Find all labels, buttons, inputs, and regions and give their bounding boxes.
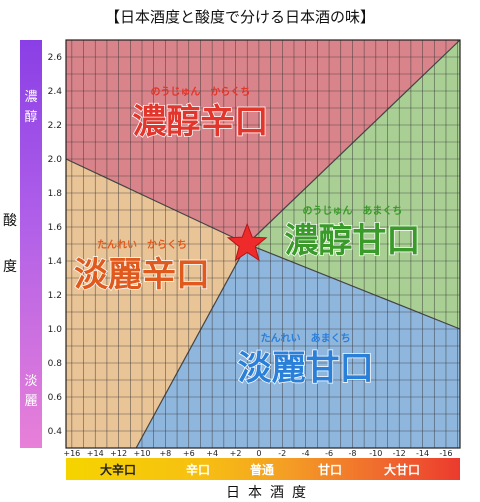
y-tick-label: 0.4 bbox=[48, 427, 63, 437]
y-axis-label-char-2: 度 bbox=[3, 259, 17, 275]
x-tick-label: -6 bbox=[325, 449, 333, 458]
region-2-label: 濃醇甘口 bbox=[284, 221, 420, 261]
x-tick-label: 0 bbox=[256, 449, 261, 458]
x-tick-label: -4 bbox=[302, 449, 310, 458]
scale-label-dry: 辛口 bbox=[186, 463, 211, 477]
region-3-fill bbox=[66, 159, 248, 448]
y-tick-label: 1.0 bbox=[48, 325, 63, 335]
y-tick-label: 0.6 bbox=[48, 393, 63, 403]
x-tick-label: -10 bbox=[369, 449, 382, 458]
x-tick-label: -14 bbox=[416, 449, 429, 458]
y-tick-label: 2.2 bbox=[48, 121, 62, 131]
scale-label-sweet: 甘口 bbox=[318, 463, 343, 477]
plot-frame bbox=[65, 39, 461, 449]
divider-upper-left bbox=[65, 158, 248, 245]
x-tick-label: +14 bbox=[87, 449, 104, 458]
x-tick-label: +12 bbox=[110, 449, 127, 458]
y-tick-label: 0.8 bbox=[48, 359, 63, 369]
y-axis-label-char-1: 酸 bbox=[3, 213, 17, 229]
region-4-ruby: たんれい あまくち bbox=[261, 332, 351, 345]
region-1-ruby: のうじゅん からくち bbox=[150, 86, 250, 98]
richness-scale-top-label: 濃醇 bbox=[24, 90, 38, 125]
divider-lower-right bbox=[246, 243, 461, 330]
chart-title: 【日本酒度と酸度で分ける日本酒の味】 bbox=[104, 8, 375, 26]
x-tick-label: -16 bbox=[439, 449, 452, 458]
scale-label-very-dry: 大辛口 bbox=[100, 463, 137, 477]
y-tick-label: 2.0 bbox=[48, 155, 63, 165]
y-tick-label: 1.2 bbox=[48, 291, 62, 301]
richness-scale-bar: 濃醇 淡麗 bbox=[20, 40, 42, 448]
x-tick-label: +2 bbox=[230, 449, 242, 458]
scale-label-medium: 普通 bbox=[250, 463, 275, 477]
x-tick-label: +10 bbox=[134, 449, 151, 458]
x-axis-label: 日本酒度 bbox=[226, 485, 314, 501]
y-tick-label: 2.4 bbox=[48, 87, 63, 97]
x-tick-label: -2 bbox=[278, 449, 286, 458]
region-2-fill bbox=[247, 40, 460, 329]
region-3-label: 淡麗辛口 bbox=[74, 255, 210, 295]
x-tick-label: -12 bbox=[393, 449, 406, 458]
region-1-label: 濃醇辛口 bbox=[132, 102, 268, 142]
y-tick-label: 1.4 bbox=[48, 257, 63, 267]
scale-label-very-sweet: 大甘口 bbox=[384, 463, 421, 477]
x-tick-label: -8 bbox=[348, 449, 356, 458]
y-tick-label: 1.8 bbox=[48, 189, 63, 199]
center-star-icon bbox=[226, 222, 268, 262]
region-4-label: 淡麗甘口 bbox=[238, 349, 374, 389]
x-tick-label: +6 bbox=[183, 449, 195, 458]
y-tick-label: 2.6 bbox=[48, 53, 63, 63]
dryness-scale-bar bbox=[66, 458, 460, 480]
region-2-ruby: のうじゅん あまくち bbox=[302, 204, 402, 217]
region-3-ruby: たんれい からくち bbox=[97, 239, 187, 251]
y-tick-label: 1.6 bbox=[48, 223, 63, 233]
x-tick-label: +4 bbox=[206, 449, 218, 458]
x-tick-label: +16 bbox=[63, 449, 80, 458]
richness-scale-bottom-label: 淡麗 bbox=[24, 374, 38, 409]
x-tick-label: +8 bbox=[159, 449, 171, 458]
